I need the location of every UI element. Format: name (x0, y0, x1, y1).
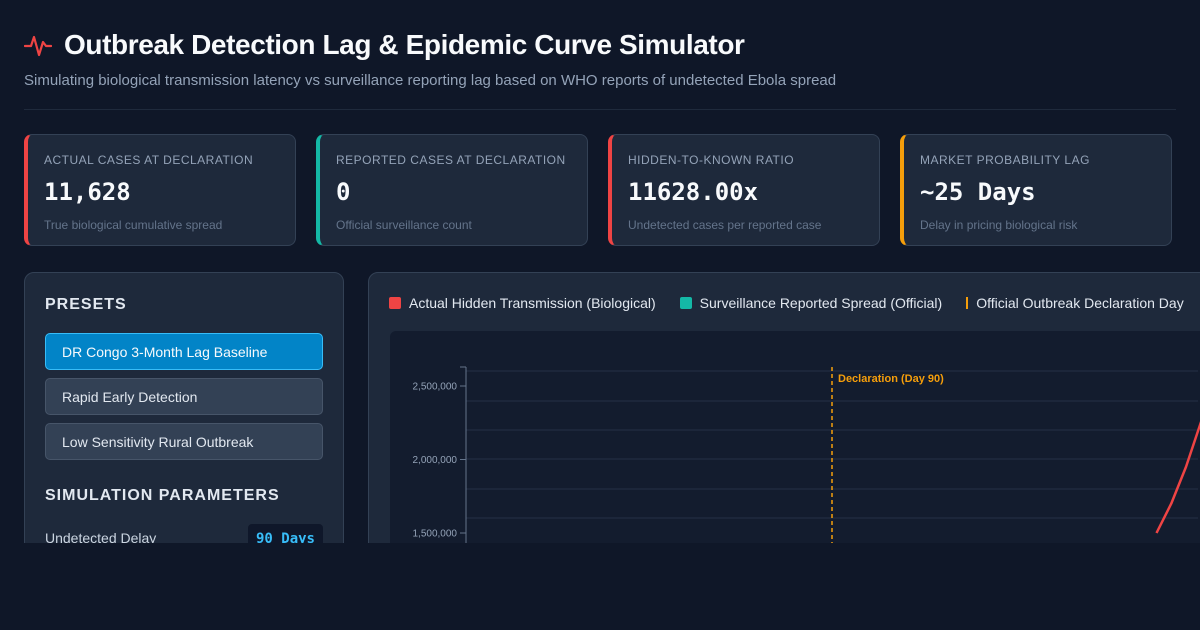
stat-value: 11628.00x (628, 178, 759, 206)
stat-card-market-lag: MARKET PROBABILITY LAG ~25 Days Delay in… (900, 134, 1172, 246)
legend-swatch-reported (679, 297, 692, 309)
y-tick-label: 2,000,000 (413, 455, 458, 466)
header-divider (24, 109, 1176, 110)
stat-value: 11,628 (44, 178, 131, 206)
controls-panel: PRESETS DR Congo 3-Month Lag Baseline Ra… (24, 272, 344, 572)
stat-desc: Delay in pricing biological risk (920, 218, 1078, 232)
stat-desc: True biological cumulative spread (44, 218, 223, 232)
chart-panel: Actual Hidden Transmission (Biological) … (368, 272, 1200, 572)
presets-heading: PRESETS (45, 296, 127, 313)
legend-label: Official Outbreak Declaration Day (976, 295, 1184, 311)
stat-card-reported: REPORTED CASES AT DECLARATION 0 Official… (316, 134, 588, 246)
pulse-icon (24, 31, 52, 59)
page-bottom (0, 543, 1200, 630)
page-title: Outbreak Detection Lag & Epidemic Curve … (64, 29, 745, 60)
legend-swatch-actual (389, 297, 401, 309)
plot-area: 2,500,000 2,000,000 1,500,000 Declaration … (390, 331, 1200, 571)
chart-legend: Actual Hidden Transmission (Biological) … (389, 295, 1200, 311)
stat-desc: Official surveillance count (336, 218, 472, 232)
preset-button-rapid-detection[interactable]: Rapid Early Detection (45, 378, 323, 415)
stat-card-actual: ACTUAL CASES AT DECLARATION 11,628 True … (24, 134, 296, 246)
stat-value: ~25 Days (920, 178, 1036, 206)
series-line-actual (1155, 421, 1200, 534)
legend-label: Surveillance Reported Spread (Official) (699, 295, 943, 311)
page-subtitle: Simulating biological transmission laten… (24, 72, 837, 89)
legend-label: Actual Hidden Transmission (Biological) (409, 295, 656, 311)
header: Outbreak Detection Lag & Epidemic Curve … (24, 28, 1176, 89)
parameters-heading: SIMULATION PARAMETERS (45, 487, 280, 504)
declaration-label: Declaration (Day 90) (838, 373, 944, 385)
y-tick-label: 2,500,000 (413, 382, 458, 393)
epidemic-curve-chart: 2,500,000 2,000,000 1,500,000 Declaration … (413, 366, 1200, 571)
stat-label: MARKET PROBABILITY LAG (920, 153, 1090, 167)
legend-item-actual[interactable]: Actual Hidden Transmission (Biological) (389, 295, 656, 311)
stat-desc: Undetected cases per reported case (628, 218, 822, 232)
legend-item-declaration[interactable]: Official Outbreak Declaration Day (966, 295, 1184, 311)
stat-value: 0 (336, 178, 351, 206)
preset-button-low-sensitivity[interactable]: Low Sensitivity Rural Outbreak (45, 423, 323, 460)
series-layer (1155, 421, 1200, 534)
y-tick-layer: 2,500,000 2,000,000 1,500,000 (413, 382, 466, 540)
legend-item-reported[interactable]: Surveillance Reported Spread (Official) (679, 295, 943, 311)
stat-card-ratio: HIDDEN-TO-KNOWN RATIO 11628.00x Undetect… (608, 134, 880, 246)
stats-row: ACTUAL CASES AT DECLARATION 11,628 True … (24, 134, 1176, 248)
title-row: Outbreak Detection Lag & Epidemic Curve … (24, 28, 1176, 62)
stat-label: REPORTED CASES AT DECLARATION (336, 153, 566, 167)
delay-label: Undetected Delay (45, 530, 157, 546)
stat-label: ACTUAL CASES AT DECLARATION (44, 153, 254, 167)
stat-label: HIDDEN-TO-KNOWN RATIO (628, 153, 795, 167)
legend-swatch-declaration (966, 297, 969, 309)
y-tick-label: 1,500,000 (413, 529, 458, 540)
preset-button-dr-congo[interactable]: DR Congo 3-Month Lag Baseline (45, 333, 323, 370)
